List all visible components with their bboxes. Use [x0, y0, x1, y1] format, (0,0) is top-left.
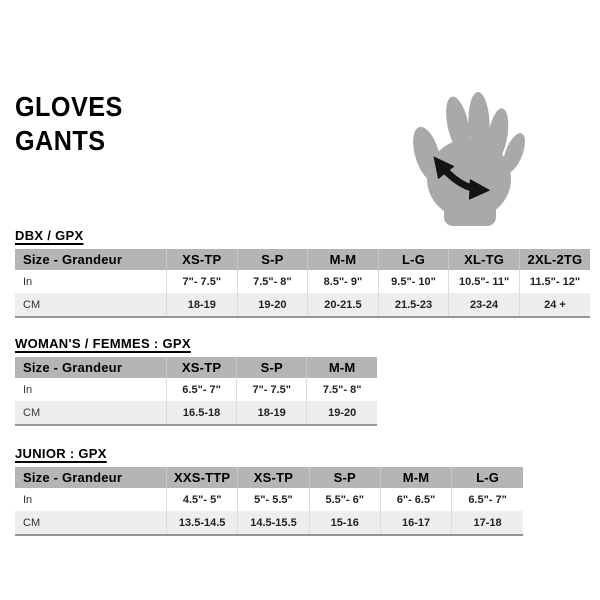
size-value: 11.5"- 12" — [518, 270, 590, 293]
size-value: 7"- 7.5" — [236, 378, 307, 401]
row-label: CM — [15, 293, 167, 317]
page-title-french: GANTS — [15, 125, 106, 156]
size-value: 14.5-15.5 — [237, 511, 310, 535]
size-value: 8.5"- 9" — [307, 270, 379, 293]
size-value: 10.5"- 11" — [448, 270, 520, 293]
column-header: L-G — [377, 249, 449, 270]
size-value: 16.5-18 — [165, 401, 237, 425]
page-title-english: GLOVES — [15, 91, 123, 122]
size-value: 7.5"- 8" — [236, 270, 308, 293]
column-header: L-G — [451, 467, 523, 488]
hand-icon — [413, 92, 525, 226]
column-header-size: Size - Grandeur — [15, 467, 167, 488]
hand-measurement-icon — [413, 92, 525, 226]
size-value: 5"- 5.5" — [237, 488, 310, 511]
size-table-junior-gpx: Size - Grandeur XXS-TTP XS-TP S-P M-M L-… — [15, 467, 523, 536]
size-value: 17-18 — [451, 511, 523, 535]
column-header: XXS-TTP — [165, 467, 238, 488]
section-title-dbx-gpx: DBX / GPX — [15, 228, 84, 243]
header-row: Size - Grandeur XXS-TTP XS-TP S-P M-M L-… — [15, 467, 523, 488]
section-junior-gpx: JUNIOR : GPX Size - Grandeur XXS-TTP XS-… — [15, 446, 523, 536]
column-header: M-M — [306, 357, 377, 378]
section-dbx-gpx: DBX / GPX Size - Grandeur XS-TP S-P M-M … — [15, 228, 590, 318]
page-title: GLOVES GANTS — [15, 90, 123, 158]
header-row: Size - Grandeur XS-TP S-P M-M L-G XL-TG … — [15, 249, 590, 270]
size-value: 6"- 6.5" — [379, 488, 452, 511]
size-value: 21.5-23 — [377, 293, 449, 317]
size-value: 23-24 — [448, 293, 520, 317]
size-value: 13.5-14.5 — [165, 511, 238, 535]
size-value: 9.5"- 10" — [377, 270, 449, 293]
header-row: Size - Grandeur XS-TP S-P M-M — [15, 357, 377, 378]
section-title-womans-gpx: WOMAN'S / FEMMES : GPX — [15, 336, 191, 351]
row-label: In — [23, 383, 33, 396]
size-value: 19-20 — [236, 293, 308, 317]
size-value: 6.5"- 7" — [451, 488, 523, 511]
column-header: 2XL-2TG — [518, 249, 590, 270]
row-label: In — [23, 275, 33, 288]
size-value: 7"- 7.5" — [166, 270, 238, 293]
size-value: 24 + — [518, 293, 590, 317]
size-value: 20-21.5 — [307, 293, 379, 317]
palm-circumference-arrow-icon — [433, 156, 491, 200]
section-title-junior-gpx: JUNIOR : GPX — [15, 446, 107, 461]
column-header-size: Size - Grandeur — [15, 357, 167, 378]
column-header: S-P — [308, 467, 381, 488]
column-header: S-P — [236, 357, 307, 378]
size-value: 18-19 — [236, 401, 307, 425]
size-value: 7.5"- 8" — [306, 378, 377, 401]
row-label: CM — [15, 401, 167, 425]
table-row-inches: In 4.5"- 5" 5"- 5.5" 5.5"- 6" 6"- 6.5" 6… — [15, 488, 523, 511]
size-value: 18-19 — [166, 293, 238, 317]
column-header: S-P — [236, 249, 308, 270]
size-table-dbx-gpx: Size - Grandeur XS-TP S-P M-M L-G XL-TG … — [15, 249, 590, 318]
row-label: CM — [15, 511, 167, 535]
column-header: M-M — [307, 249, 379, 270]
column-header-size: Size - Grandeur — [15, 249, 167, 270]
size-value: 5.5"- 6" — [308, 488, 381, 511]
size-value: 16-17 — [379, 511, 452, 535]
table-row-cm: CM 18-19 19-20 20-21.5 21.5-23 23-24 24 … — [15, 293, 590, 317]
table-row-cm: CM 13.5-14.5 14.5-15.5 15-16 16-17 17-18 — [15, 511, 523, 535]
column-header: XS-TP — [237, 467, 310, 488]
column-header: XL-TG — [448, 249, 520, 270]
column-header: XS-TP — [165, 357, 237, 378]
table-row-inches: In 6.5"- 7" 7"- 7.5" 7.5"- 8" — [15, 378, 377, 401]
size-value: 6.5"- 7" — [165, 378, 237, 401]
table-row-cm: CM 16.5-18 18-19 19-20 — [15, 401, 377, 425]
size-value: 19-20 — [306, 401, 377, 425]
size-value: 15-16 — [308, 511, 381, 535]
section-womans-gpx: WOMAN'S / FEMMES : GPX Size - Grandeur X… — [15, 336, 377, 426]
column-header: XS-TP — [166, 249, 238, 270]
size-table-womans-gpx: Size - Grandeur XS-TP S-P M-M In 6.5"- 7… — [15, 357, 377, 426]
row-label: In — [23, 493, 33, 506]
column-header: M-M — [379, 467, 452, 488]
table-row-inches: In 7"- 7.5" 7.5"- 8" 8.5"- 9" 9.5"- 10" … — [15, 270, 590, 293]
size-value: 4.5"- 5" — [165, 488, 238, 511]
